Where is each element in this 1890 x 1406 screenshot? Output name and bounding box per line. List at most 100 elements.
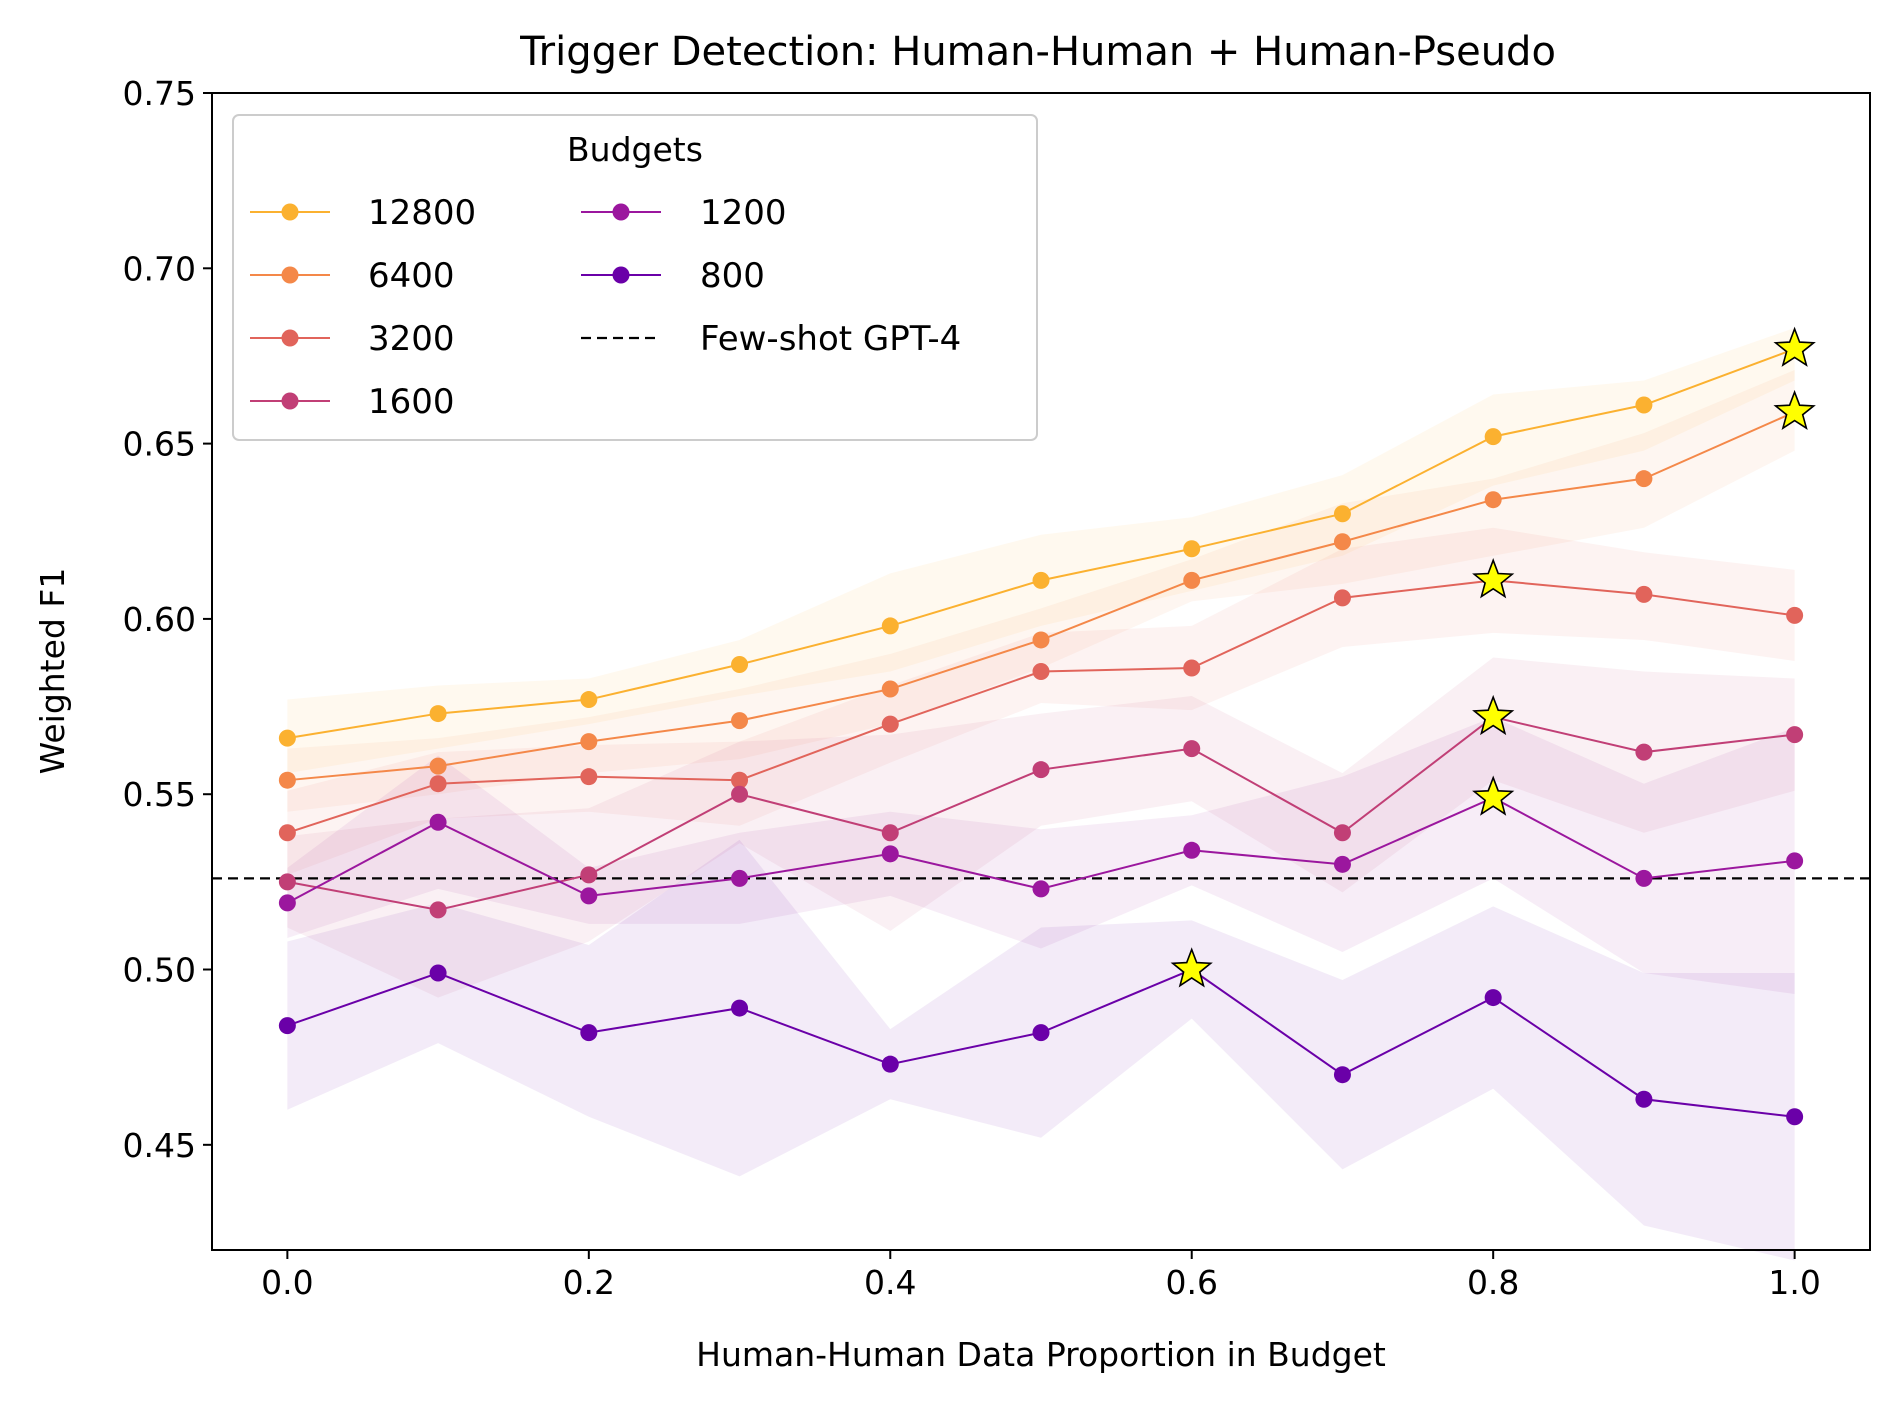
x-axis: 0.0 0.2 0.4 0.6 0.8 1.0: [261, 1250, 1821, 1302]
point-3200-7: [1333, 589, 1351, 607]
point-800-7: [1333, 1066, 1351, 1084]
legend-item-few-shot-gpt-4: Few-shot GPT-4: [581, 319, 961, 359]
point-3200-10: [1786, 606, 1804, 624]
legend-swatch-marker: [281, 203, 299, 221]
y-tick-label-0-65: 0.65: [123, 425, 196, 464]
y-tick-label-0-45: 0.45: [123, 1126, 196, 1165]
legend-label: 1600: [368, 382, 455, 422]
point-1600-3: [731, 785, 749, 803]
x-tick-label-0-6: 0.6: [1165, 1263, 1217, 1302]
best-star-800: [1170, 947, 1213, 988]
point-12800-9: [1635, 396, 1653, 414]
point-6400-7: [1333, 533, 1351, 551]
point-1600-7: [1333, 824, 1351, 842]
x-tick-label-0-4: 0.4: [864, 1263, 916, 1302]
point-1200-4: [881, 845, 899, 863]
legend-swatch-marker: [281, 266, 299, 284]
legend-label: Few-shot GPT-4: [700, 319, 961, 359]
band-1600: [287, 657, 1795, 998]
point-6400-8: [1484, 491, 1502, 509]
legend-item-6400: 6400: [250, 256, 455, 296]
point-12800-0: [278, 729, 296, 747]
series-1600: [278, 715, 1804, 919]
legend-label: 12800: [368, 193, 476, 233]
band-800: [287, 839, 1795, 1261]
legend-swatch-marker: [281, 392, 299, 410]
y-tick-label-0-55: 0.55: [123, 775, 196, 814]
point-800-2: [580, 1024, 598, 1042]
point-1600-1: [429, 901, 447, 919]
point-1200-6: [1183, 841, 1201, 859]
point-6400-2: [580, 733, 598, 751]
series-12800: [278, 348, 1795, 747]
best-star-3200: [1472, 558, 1515, 599]
point-1600-4: [881, 824, 899, 842]
point-800-4: [881, 1055, 899, 1073]
point-1600-6: [1183, 740, 1201, 758]
legend-box: [232, 114, 1038, 441]
point-12800-5: [1032, 571, 1050, 589]
point-12800-8: [1484, 428, 1502, 446]
point-3200-0: [278, 824, 296, 842]
point-1600-5: [1032, 761, 1050, 779]
legend-swatch-marker: [612, 203, 630, 221]
legend-item-12800: 12800: [250, 193, 476, 233]
point-3200-6: [1183, 659, 1201, 677]
series-lines: [278, 348, 1804, 1126]
point-12800-1: [429, 705, 447, 723]
legend-swatch-marker: [281, 329, 299, 347]
point-1600-10: [1786, 726, 1804, 744]
point-800-8: [1484, 989, 1502, 1007]
legend-label: 3200: [368, 319, 455, 359]
x-axis-label: Human-Human Data Proportion in Budget: [696, 1335, 1386, 1374]
point-1600-2: [580, 866, 598, 884]
legend-label: 800: [700, 256, 765, 296]
chart-title: Trigger Detection: Human-Human + Human-P…: [519, 29, 1556, 75]
y-axis-label: Weighted F1: [33, 568, 72, 775]
best-star-1200: [1472, 775, 1515, 816]
point-6400-0: [278, 771, 296, 789]
point-12800-3: [731, 655, 749, 673]
y-axis: 0.45 0.50 0.55 0.60 0.65 0.70 0.75: [123, 74, 212, 1165]
x-tick-label-0-2: 0.2: [563, 1263, 615, 1302]
point-1200-3: [731, 869, 749, 887]
point-1600-9: [1635, 743, 1653, 761]
point-3200-9: [1635, 585, 1653, 603]
point-1200-10: [1786, 852, 1804, 870]
point-1200-1: [429, 813, 447, 831]
best-star-1600: [1472, 694, 1515, 736]
legend-item-1600: 1600: [250, 382, 455, 422]
band-1200: [287, 717, 1795, 995]
legend-item-800: 800: [581, 256, 765, 296]
point-12800-7: [1333, 505, 1351, 523]
point-12800-4: [881, 617, 899, 635]
point-3200-2: [580, 768, 598, 786]
point-3200-4: [881, 715, 899, 733]
legend: Budgets 12800 6400 3200 1600 1200 800 Few-shot…: [232, 114, 1038, 441]
best-star-6400: [1773, 389, 1816, 431]
legend-swatch-marker: [612, 266, 630, 284]
point-1200-7: [1333, 855, 1351, 873]
best-markers: [1170, 326, 1816, 988]
series-6400: [278, 411, 1796, 789]
series-3200: [278, 579, 1804, 842]
y-tick-label-0-70: 0.70: [123, 249, 196, 288]
series-800: [278, 964, 1804, 1126]
point-800-3: [731, 999, 749, 1017]
y-tick-label-0-60: 0.60: [123, 600, 196, 639]
point-800-0: [278, 1017, 296, 1035]
point-3200-3: [731, 771, 749, 789]
legend-entries: 12800 6400 3200 1600 1200 800 Few-shot GPT-4: [250, 193, 961, 422]
point-6400-9: [1635, 470, 1653, 488]
point-1200-9: [1635, 869, 1653, 887]
point-1200-2: [580, 887, 598, 905]
band-12800: [287, 327, 1795, 774]
x-tick-label-0-0: 0.0: [261, 1263, 313, 1302]
point-1200-0: [278, 894, 296, 912]
point-800-1: [429, 964, 447, 982]
y-tick-label-0-75: 0.75: [123, 74, 196, 113]
band-3200: [287, 527, 1795, 875]
best-star-12800: [1773, 326, 1816, 367]
point-6400-6: [1183, 571, 1201, 589]
